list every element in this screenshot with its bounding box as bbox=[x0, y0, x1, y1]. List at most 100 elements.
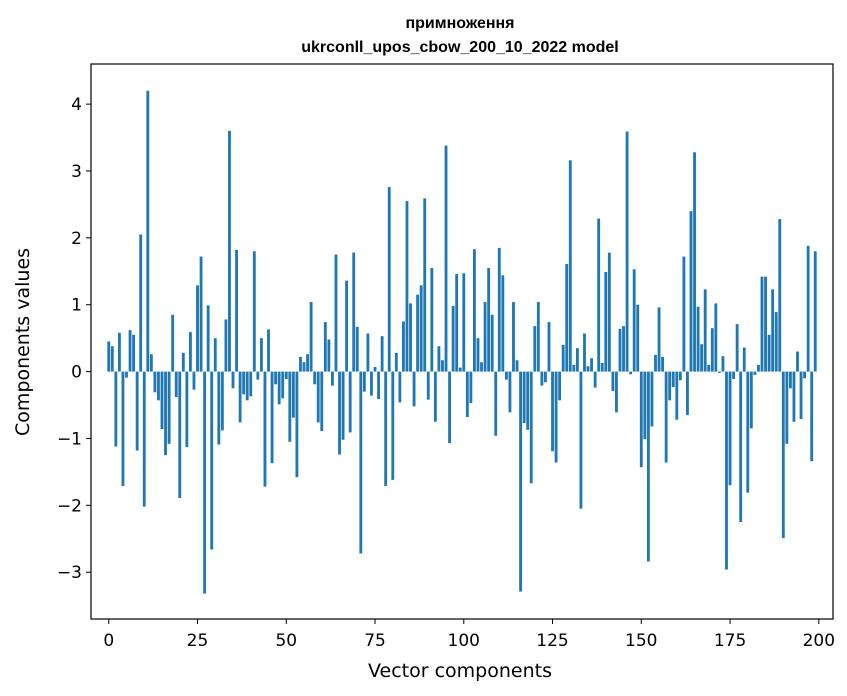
bar-component-68 bbox=[348, 371, 352, 433]
bar-component-195 bbox=[799, 371, 803, 420]
bar-component-8 bbox=[135, 371, 139, 451]
bar-component-150 bbox=[639, 371, 643, 468]
bar-component-15 bbox=[160, 371, 164, 430]
bar-component-177 bbox=[735, 324, 739, 372]
bar-component-71 bbox=[359, 371, 363, 554]
bar-component-33 bbox=[224, 319, 228, 372]
bar-component-179 bbox=[742, 347, 746, 372]
bar-component-40 bbox=[249, 371, 253, 397]
x-tick-label: 75 bbox=[364, 631, 386, 651]
bar-component-158 bbox=[668, 371, 672, 401]
bar-component-64 bbox=[334, 254, 338, 372]
bar-component-75 bbox=[373, 366, 377, 372]
bar-component-161 bbox=[678, 371, 682, 381]
bar-component-86 bbox=[412, 371, 416, 407]
bar-component-116 bbox=[519, 371, 522, 592]
chart-title: примноження bbox=[405, 15, 514, 32]
bar-component-67 bbox=[345, 280, 349, 372]
bar-component-29 bbox=[210, 371, 214, 550]
bar-component-41 bbox=[252, 251, 256, 372]
bar-component-63 bbox=[331, 371, 334, 386]
bar-component-196 bbox=[803, 371, 807, 379]
bar-component-62 bbox=[327, 339, 331, 372]
bar-component-125 bbox=[551, 371, 554, 452]
bar-component-145 bbox=[622, 326, 625, 372]
x-tick-label: 100 bbox=[448, 631, 480, 651]
bar-component-97 bbox=[451, 306, 455, 372]
bar-component-10 bbox=[142, 371, 146, 507]
bar-component-160 bbox=[675, 371, 679, 420]
y-axis-ticks: −3 −2 −1 0 1 2 3 4 bbox=[57, 95, 91, 583]
bar-component-88 bbox=[419, 285, 423, 372]
bar-component-130 bbox=[568, 160, 572, 372]
bar-component-176 bbox=[732, 371, 736, 379]
bar-component-90 bbox=[426, 371, 430, 400]
bar-component-77 bbox=[380, 336, 384, 372]
bar-component-144 bbox=[618, 328, 622, 372]
bar-component-186 bbox=[767, 334, 771, 372]
bar-component-102 bbox=[469, 371, 473, 404]
bar-component-147 bbox=[629, 371, 633, 375]
bar-component-180 bbox=[746, 371, 750, 493]
x-tick-label: 125 bbox=[536, 631, 568, 651]
bar-component-79 bbox=[387, 187, 391, 372]
bar-component-21 bbox=[181, 352, 185, 372]
bar-component-183 bbox=[757, 364, 760, 372]
bar-component-51 bbox=[288, 371, 292, 442]
bar-component-108 bbox=[490, 314, 494, 372]
bar-component-165 bbox=[693, 152, 696, 372]
bar-component-174 bbox=[725, 371, 728, 570]
bar-component-82 bbox=[398, 371, 402, 403]
bar-component-73 bbox=[366, 333, 370, 372]
bar-component-139 bbox=[600, 362, 604, 372]
bar-component-112 bbox=[504, 371, 508, 380]
bar-component-70 bbox=[355, 326, 359, 372]
bar-component-54 bbox=[299, 356, 302, 372]
bar-component-4 bbox=[121, 371, 125, 486]
y-tick-label: 2 bbox=[71, 229, 82, 249]
bar-component-89 bbox=[423, 198, 427, 372]
bar-component-3 bbox=[117, 332, 121, 372]
bar-component-143 bbox=[615, 371, 618, 413]
bar-component-32 bbox=[220, 371, 224, 431]
bar-component-13 bbox=[153, 371, 157, 393]
bar-component-111 bbox=[501, 275, 505, 372]
bar-component-170 bbox=[710, 328, 714, 372]
bar-component-132 bbox=[575, 348, 579, 372]
y-tick-label: 0 bbox=[71, 363, 82, 383]
y-tick-label: 1 bbox=[71, 296, 82, 316]
bar-component-164 bbox=[689, 211, 693, 372]
bar-component-104 bbox=[476, 338, 480, 372]
bar-component-20 bbox=[178, 371, 182, 498]
bar-component-197 bbox=[806, 245, 810, 372]
bar-component-120 bbox=[533, 326, 537, 372]
bar-component-168 bbox=[703, 289, 707, 372]
bar-component-109 bbox=[494, 371, 498, 436]
bar-component-48 bbox=[277, 371, 281, 405]
bar-component-136 bbox=[590, 358, 593, 372]
bar-component-117 bbox=[522, 371, 526, 424]
bar-component-9 bbox=[139, 234, 143, 372]
bar-component-55 bbox=[302, 362, 306, 372]
bar-component-190 bbox=[781, 371, 785, 539]
bar-component-61 bbox=[323, 322, 327, 372]
bar-component-1 bbox=[110, 346, 114, 372]
bar-component-194 bbox=[796, 351, 799, 372]
bar-component-7 bbox=[132, 334, 136, 372]
bar-component-44 bbox=[263, 371, 267, 487]
bar-component-12 bbox=[149, 354, 153, 372]
bar-component-191 bbox=[785, 371, 789, 444]
bar-component-45 bbox=[267, 329, 270, 372]
y-tick-label: 4 bbox=[71, 95, 82, 115]
bar-component-46 bbox=[270, 371, 274, 464]
bar-component-107 bbox=[487, 267, 491, 372]
bar-component-114 bbox=[512, 302, 515, 372]
bar-component-35 bbox=[231, 371, 235, 389]
bar-component-110 bbox=[497, 247, 501, 372]
bar-component-152 bbox=[646, 371, 650, 562]
bar-component-87 bbox=[416, 294, 420, 372]
bar-component-60 bbox=[320, 371, 324, 432]
bar-component-119 bbox=[529, 371, 533, 484]
bar-component-78 bbox=[384, 371, 388, 486]
